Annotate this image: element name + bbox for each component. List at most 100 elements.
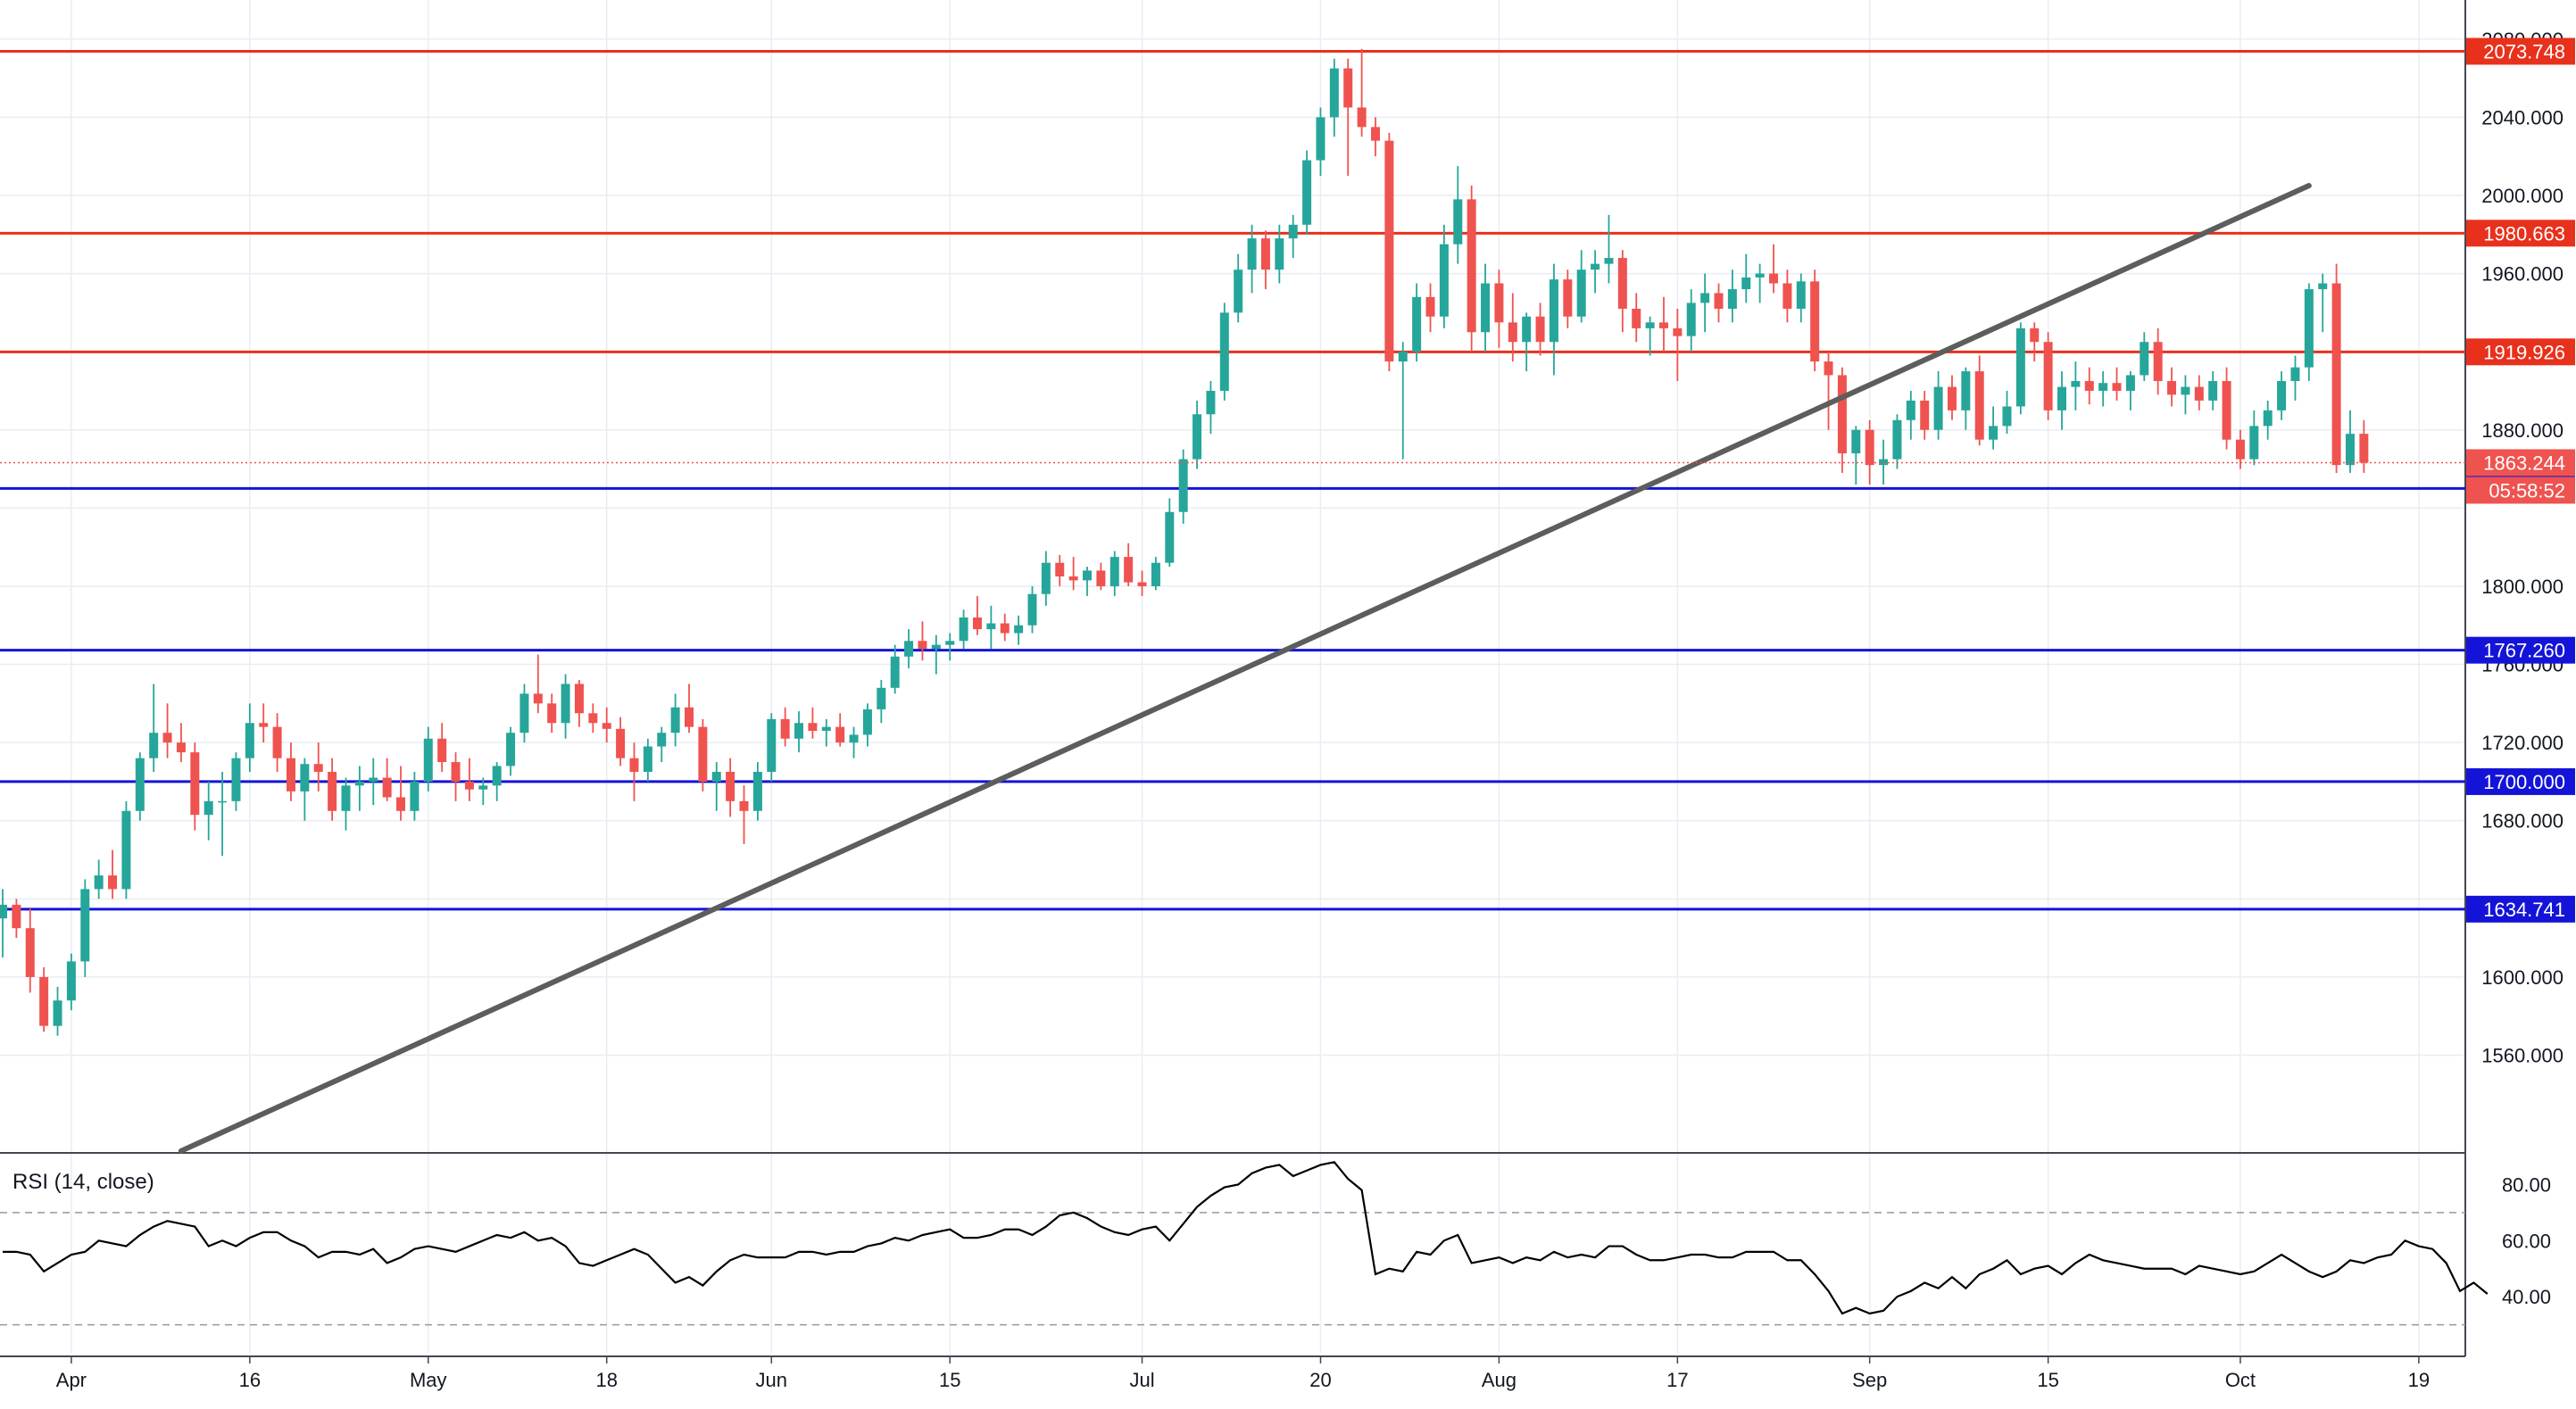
candle-body [2263, 410, 2273, 427]
time-tick-label: 17 [1666, 1369, 1688, 1391]
candle-body [2318, 283, 2328, 290]
candle-body [1151, 562, 1160, 586]
rsi-panel: RSI (14, close) 80.00 60.00 40.00 [0, 1161, 2551, 1326]
candle-body [2140, 342, 2149, 376]
countdown-tag [2466, 477, 2575, 504]
candle-body [286, 758, 295, 792]
candle-body [1591, 263, 1600, 270]
rsi-tick-label: 60.00 [2502, 1230, 2551, 1252]
candle-body [1412, 296, 1422, 352]
candle-body [877, 687, 886, 709]
candle-body [670, 707, 680, 734]
time-tick-label: Oct [2225, 1369, 2256, 1391]
candle-body [0, 904, 7, 919]
candle-body [2208, 381, 2218, 401]
time-tick-label: Aug [1482, 1369, 1517, 1391]
candle-body [2222, 381, 2231, 440]
candle-body [259, 723, 269, 727]
candle-body [1206, 390, 1216, 415]
candle-body [2030, 327, 2040, 343]
candle-body [1384, 140, 1394, 362]
candle-body [2071, 381, 2081, 387]
candle-body [1810, 281, 1820, 362]
candle-body [204, 800, 213, 816]
candle-body [1535, 316, 1545, 343]
candle-body [1755, 273, 1765, 278]
candle-body [1192, 414, 1202, 460]
candle-body [1165, 511, 1175, 563]
candle-body [451, 762, 461, 782]
price-tick-label: 1600.000 [2481, 966, 2564, 989]
candle-body [176, 742, 186, 753]
candle-body [1673, 327, 1683, 336]
candle-body [616, 728, 626, 758]
trendline[interactable] [178, 183, 2312, 1154]
candle-body [1027, 593, 1037, 626]
time-tick-label: Apr [56, 1369, 87, 1391]
candle-body [25, 928, 35, 977]
candle-body [1961, 371, 1971, 410]
candle-body [1851, 429, 1861, 454]
candle-body [1055, 562, 1065, 576]
candle-body [1508, 322, 1517, 343]
candle-body [2304, 289, 2314, 368]
candle-body [2331, 283, 2341, 466]
candle-body [1439, 244, 1449, 317]
candle-body [561, 684, 570, 724]
candle-body [2277, 381, 2287, 410]
candle-body [1974, 371, 1984, 440]
time-tick-label: 16 [239, 1369, 261, 1391]
candle-body [2167, 381, 2177, 395]
candle-body [2043, 342, 2053, 410]
candle-body [2015, 327, 2025, 407]
candle-body [1947, 386, 1957, 410]
candle-body [437, 738, 447, 763]
candle-body [1000, 623, 1010, 634]
candle-body [1481, 283, 1491, 333]
candle-body [66, 961, 76, 1001]
price-tick-label: 1680.000 [2481, 810, 2564, 833]
candle-body [1494, 283, 1504, 323]
level-price-tag [2466, 338, 2575, 366]
price-tick-label: 1880.000 [2481, 419, 2564, 442]
candle-body [245, 723, 254, 758]
candle-body [2181, 386, 2190, 395]
candle-body [931, 644, 941, 650]
trendline-layer[interactable] [178, 183, 2312, 1154]
candle-body [2194, 386, 2204, 401]
grid [0, 0, 2466, 1357]
candle-body [1700, 293, 1710, 303]
candle-body [2153, 342, 2163, 382]
level-price-tag [2466, 220, 2575, 247]
candle-body [1260, 238, 1270, 270]
candle-body [1302, 160, 1312, 225]
price-tags: 2073.7481980.6631919.9261850.0601767.260… [2466, 37, 2575, 923]
candle-body [1329, 68, 1339, 118]
price-tick-label: 2040.000 [2481, 106, 2564, 128]
candle-body [1782, 283, 1792, 309]
candle-body [1604, 258, 1614, 264]
candle-body [492, 766, 502, 786]
time-axis[interactable]: Apr16May18Jun15Jul20Aug17Sep15Oct19Nov16 [56, 1356, 2576, 1391]
candle-body [726, 771, 735, 801]
candle-body [533, 693, 543, 704]
candle-body [767, 718, 777, 772]
candle-body [1453, 199, 1463, 245]
candle-body [1920, 400, 1930, 430]
level-price-tag [2466, 37, 2575, 65]
candle-body [1892, 419, 1902, 460]
candle-body [808, 723, 818, 731]
time-tick-label: Sep [1852, 1369, 1887, 1391]
candle-body [218, 800, 228, 803]
candle-body [862, 709, 872, 735]
time-tick-label: 18 [595, 1369, 617, 1391]
candle-body [602, 723, 611, 729]
candle-body [1288, 224, 1298, 239]
candle-body [1632, 308, 1641, 328]
candle-body [519, 693, 529, 734]
last-price-tag [2466, 449, 2575, 477]
horizontal-levels[interactable] [0, 49, 2465, 911]
candle-body [1083, 570, 1093, 581]
